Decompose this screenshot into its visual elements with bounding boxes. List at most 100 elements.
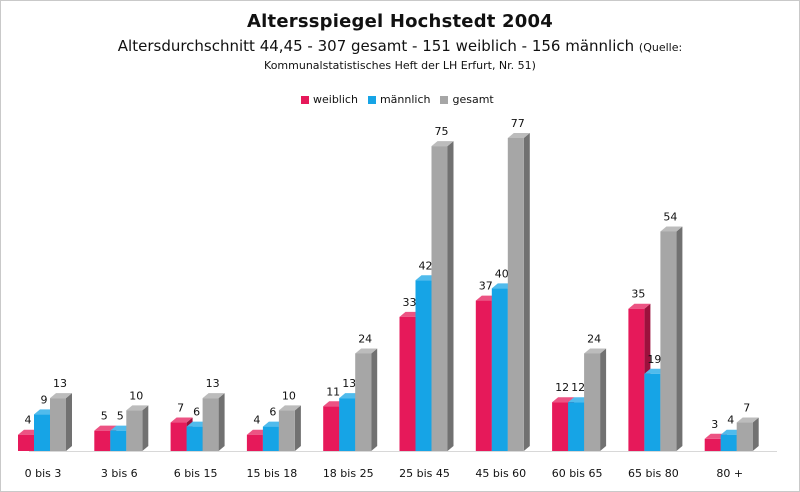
bar-m-nnlich: [720, 434, 737, 451]
bar-side-gesamt: [218, 393, 225, 451]
bar-side-gesamt: [294, 405, 301, 451]
bar-weiblich: [18, 434, 34, 451]
chart-title: Altersspiegel Hochstedt 2004: [247, 11, 553, 32]
bar-top-gesamt: [431, 141, 454, 147]
category-label: 15 bis 18: [247, 467, 298, 480]
data-label-m-nnlich: 40: [495, 267, 509, 280]
bar-side-gesamt: [676, 226, 683, 451]
bar-weiblich: [628, 308, 645, 451]
bar-gesamt: [202, 398, 219, 451]
category-label: 80 +: [716, 467, 743, 480]
bar-top-weiblich: [94, 425, 117, 431]
category-label: 3 bis 6: [101, 467, 138, 480]
legend-item-maennlich: männlich: [367, 93, 431, 106]
legend-label-weiblich: weiblich: [313, 93, 358, 106]
data-label-weiblich: 3: [711, 418, 718, 431]
bar-m-nnlich: [415, 280, 432, 451]
data-label-gesamt: 10: [129, 389, 143, 402]
bar-top-gesamt: [584, 348, 607, 354]
source-prefix: (Quelle:: [638, 41, 683, 54]
data-label-m-nnlich: 6: [269, 406, 276, 419]
bar-top-weiblich: [628, 303, 651, 309]
bar-top-gesamt: [202, 393, 225, 399]
legend-swatch-gesamt: [440, 95, 449, 104]
bar-top-gesamt: [660, 226, 683, 232]
legend-label-maennlich: männlich: [379, 93, 431, 106]
chart-subtitle-line: Altersdurchschnitt 44,45 - 307 gesamt - …: [1, 37, 799, 55]
data-label-weiblich: 5: [101, 410, 108, 423]
data-label-weiblich: 4: [25, 414, 32, 427]
bar-side-gesamt: [447, 141, 454, 451]
data-label-gesamt: 7: [743, 402, 750, 415]
bar-side-gesamt: [66, 393, 72, 451]
bar-top-gesamt: [278, 405, 301, 411]
data-label-m-nnlich: 5: [117, 410, 124, 423]
bar-gesamt: [126, 410, 143, 451]
data-label-weiblich: 33: [403, 296, 417, 309]
data-label-weiblich: 37: [479, 280, 493, 293]
data-label-gesamt: 13: [53, 377, 67, 390]
bar-side-gesamt: [523, 133, 530, 451]
bar-gesamt: [736, 422, 753, 451]
bar-weiblich: [704, 438, 721, 451]
bar-side-gesamt: [600, 348, 607, 451]
bar-gesamt: [431, 146, 448, 451]
data-label-m-nnlich: 6: [193, 406, 200, 419]
bar-m-nnlich: [568, 402, 585, 451]
data-label-m-nnlich: 13: [342, 377, 356, 390]
bar-side-gesamt: [371, 348, 378, 451]
data-label-gesamt: 77: [511, 117, 525, 130]
data-label-gesamt: 24: [358, 332, 372, 345]
bar-weiblich: [552, 402, 569, 451]
data-label-m-nnlich: 9: [41, 393, 48, 406]
bar-weiblich: [246, 434, 263, 451]
category-label: 0 bis 3: [25, 467, 62, 480]
legend: weiblich männlich gesamt: [301, 93, 494, 106]
bar-weiblich: [475, 300, 492, 451]
bar-top-gesamt: [126, 405, 149, 411]
data-label-weiblich: 12: [555, 381, 569, 394]
data-label-gesamt: 10: [282, 389, 296, 402]
bar-gesamt: [507, 138, 524, 451]
bar-weiblich: [323, 406, 340, 451]
bar-gesamt: [355, 353, 372, 451]
data-label-gesamt: 54: [663, 210, 677, 223]
legend-swatch-weiblich: [301, 95, 309, 104]
chart-subtitle: Altersdurchschnitt 44,45 - 307 gesamt - …: [117, 37, 635, 55]
bar-side-gesamt: [142, 405, 149, 451]
bar-weiblich: [399, 316, 416, 451]
data-label-gesamt: 24: [587, 332, 601, 345]
data-label-gesamt: 75: [435, 125, 449, 138]
bar-m-nnlich: [34, 414, 50, 451]
bar-gesamt: [584, 353, 601, 451]
bar-m-nnlich: [186, 426, 203, 451]
bar-gesamt: [278, 410, 295, 451]
data-label-weiblich: 4: [253, 414, 260, 427]
bar-m-nnlich: [262, 426, 279, 451]
bar-m-nnlich: [339, 398, 356, 451]
legend-item-gesamt: gesamt: [440, 93, 494, 106]
chart-source: Kommunalstatistisches Heft der LH Erfurt…: [264, 59, 536, 72]
bar-top-weiblich: [552, 397, 575, 403]
data-label-m-nnlich: 42: [419, 259, 433, 272]
legend-item-weiblich: weiblich: [301, 93, 358, 106]
bar-weiblich: [170, 422, 187, 451]
data-label-m-nnlich: 4: [727, 414, 734, 427]
category-label: 25 bis 45: [399, 467, 450, 480]
category-label: 45 bis 60: [475, 467, 526, 480]
bar-top-gesamt: [507, 133, 530, 138]
bar-top-gesamt: [736, 417, 759, 423]
bar-weiblich: [94, 430, 111, 451]
bar-top-gesamt: [50, 393, 72, 399]
category-label: 65 bis 80: [628, 467, 679, 480]
legend-label-gesamt: gesamt: [452, 93, 494, 106]
data-label-weiblich: 11: [326, 385, 340, 398]
category-label: 18 bis 25: [323, 467, 374, 480]
data-label-gesamt: 13: [206, 377, 220, 390]
bar-side-gesamt: [752, 417, 759, 451]
data-label-m-nnlich: 12: [571, 381, 585, 394]
bar-top-weiblich: [170, 417, 193, 423]
bar-m-nnlich: [110, 430, 127, 451]
